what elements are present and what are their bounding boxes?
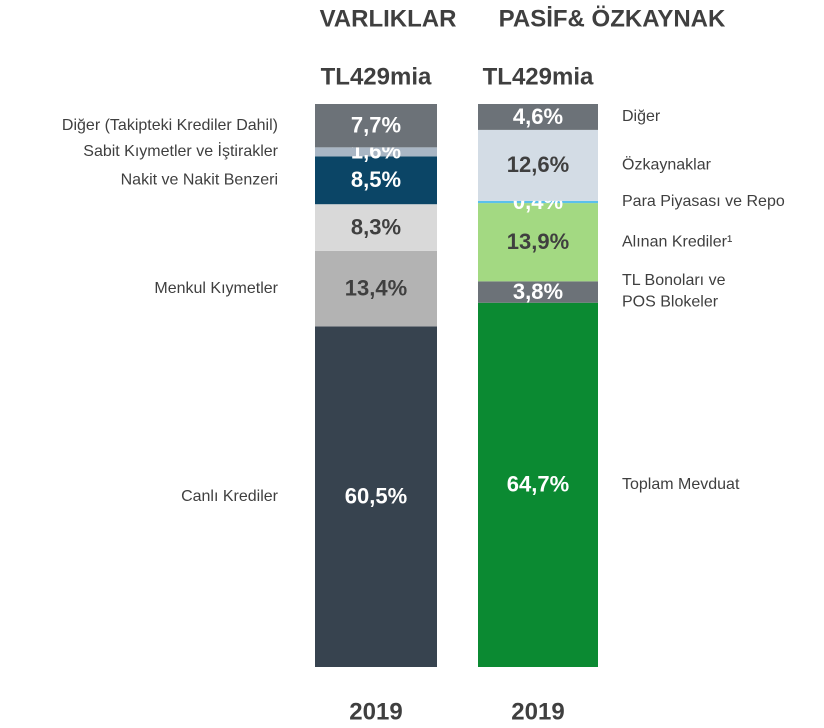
legend-label: Diğer (Takipteki Krediler Dahil) — [62, 117, 278, 134]
x-tick-label: 2019 — [511, 698, 564, 725]
value-label: 3,8% — [513, 279, 563, 304]
column-title: PASİF& ÖZKAYNAK — [499, 5, 726, 32]
value-label: 7,7% — [351, 112, 401, 137]
value-label: 8,3% — [351, 214, 401, 239]
bar-segment — [315, 147, 437, 157]
column-subtitle: TL429mia — [483, 63, 594, 90]
bar-segment — [315, 156, 437, 205]
legend-label: Para Piyasası ve Repo — [622, 193, 785, 210]
value-label: 4,6% — [513, 104, 563, 129]
bar-segment — [478, 302, 598, 667]
value-label: 13,9% — [507, 229, 569, 254]
bar-segment — [478, 129, 598, 201]
legend-label: Alınan Krediler¹ — [622, 233, 732, 250]
legend-label: Canlı Krediler — [181, 488, 279, 505]
value-label: 12,6% — [507, 152, 569, 177]
legend-label: Diğer — [622, 108, 661, 125]
bar-segment — [478, 200, 598, 204]
legend-label: Nakit ve Nakit Benzeri — [121, 172, 278, 189]
bar-segment — [478, 203, 598, 282]
column-subtitle: TL429mia — [321, 63, 432, 90]
bar-segment — [315, 104, 437, 148]
legend-label: Sabit Kıymetler ve İştirakler — [83, 141, 278, 160]
legend-label: Özkaynaklar — [622, 156, 712, 174]
bar-segment — [315, 326, 437, 667]
value-label: 64,7% — [507, 472, 569, 497]
legend-label: Toplam Mevduat — [622, 476, 740, 493]
value-label: 8,5% — [351, 167, 401, 192]
bar-segment — [315, 250, 437, 327]
value-label: 60,5% — [345, 484, 407, 509]
bar-segment — [315, 204, 437, 251]
bar-segment — [478, 281, 598, 303]
bar-segment — [478, 104, 598, 130]
legend-label: Menkul Kıymetler — [154, 280, 278, 297]
x-tick-label: 2019 — [349, 698, 402, 725]
column-title: VARLIKLAR — [320, 5, 457, 32]
value-label: 13,4% — [345, 275, 407, 300]
legend-label: TL Bonoları ve POS Blokeler — [622, 272, 726, 311]
